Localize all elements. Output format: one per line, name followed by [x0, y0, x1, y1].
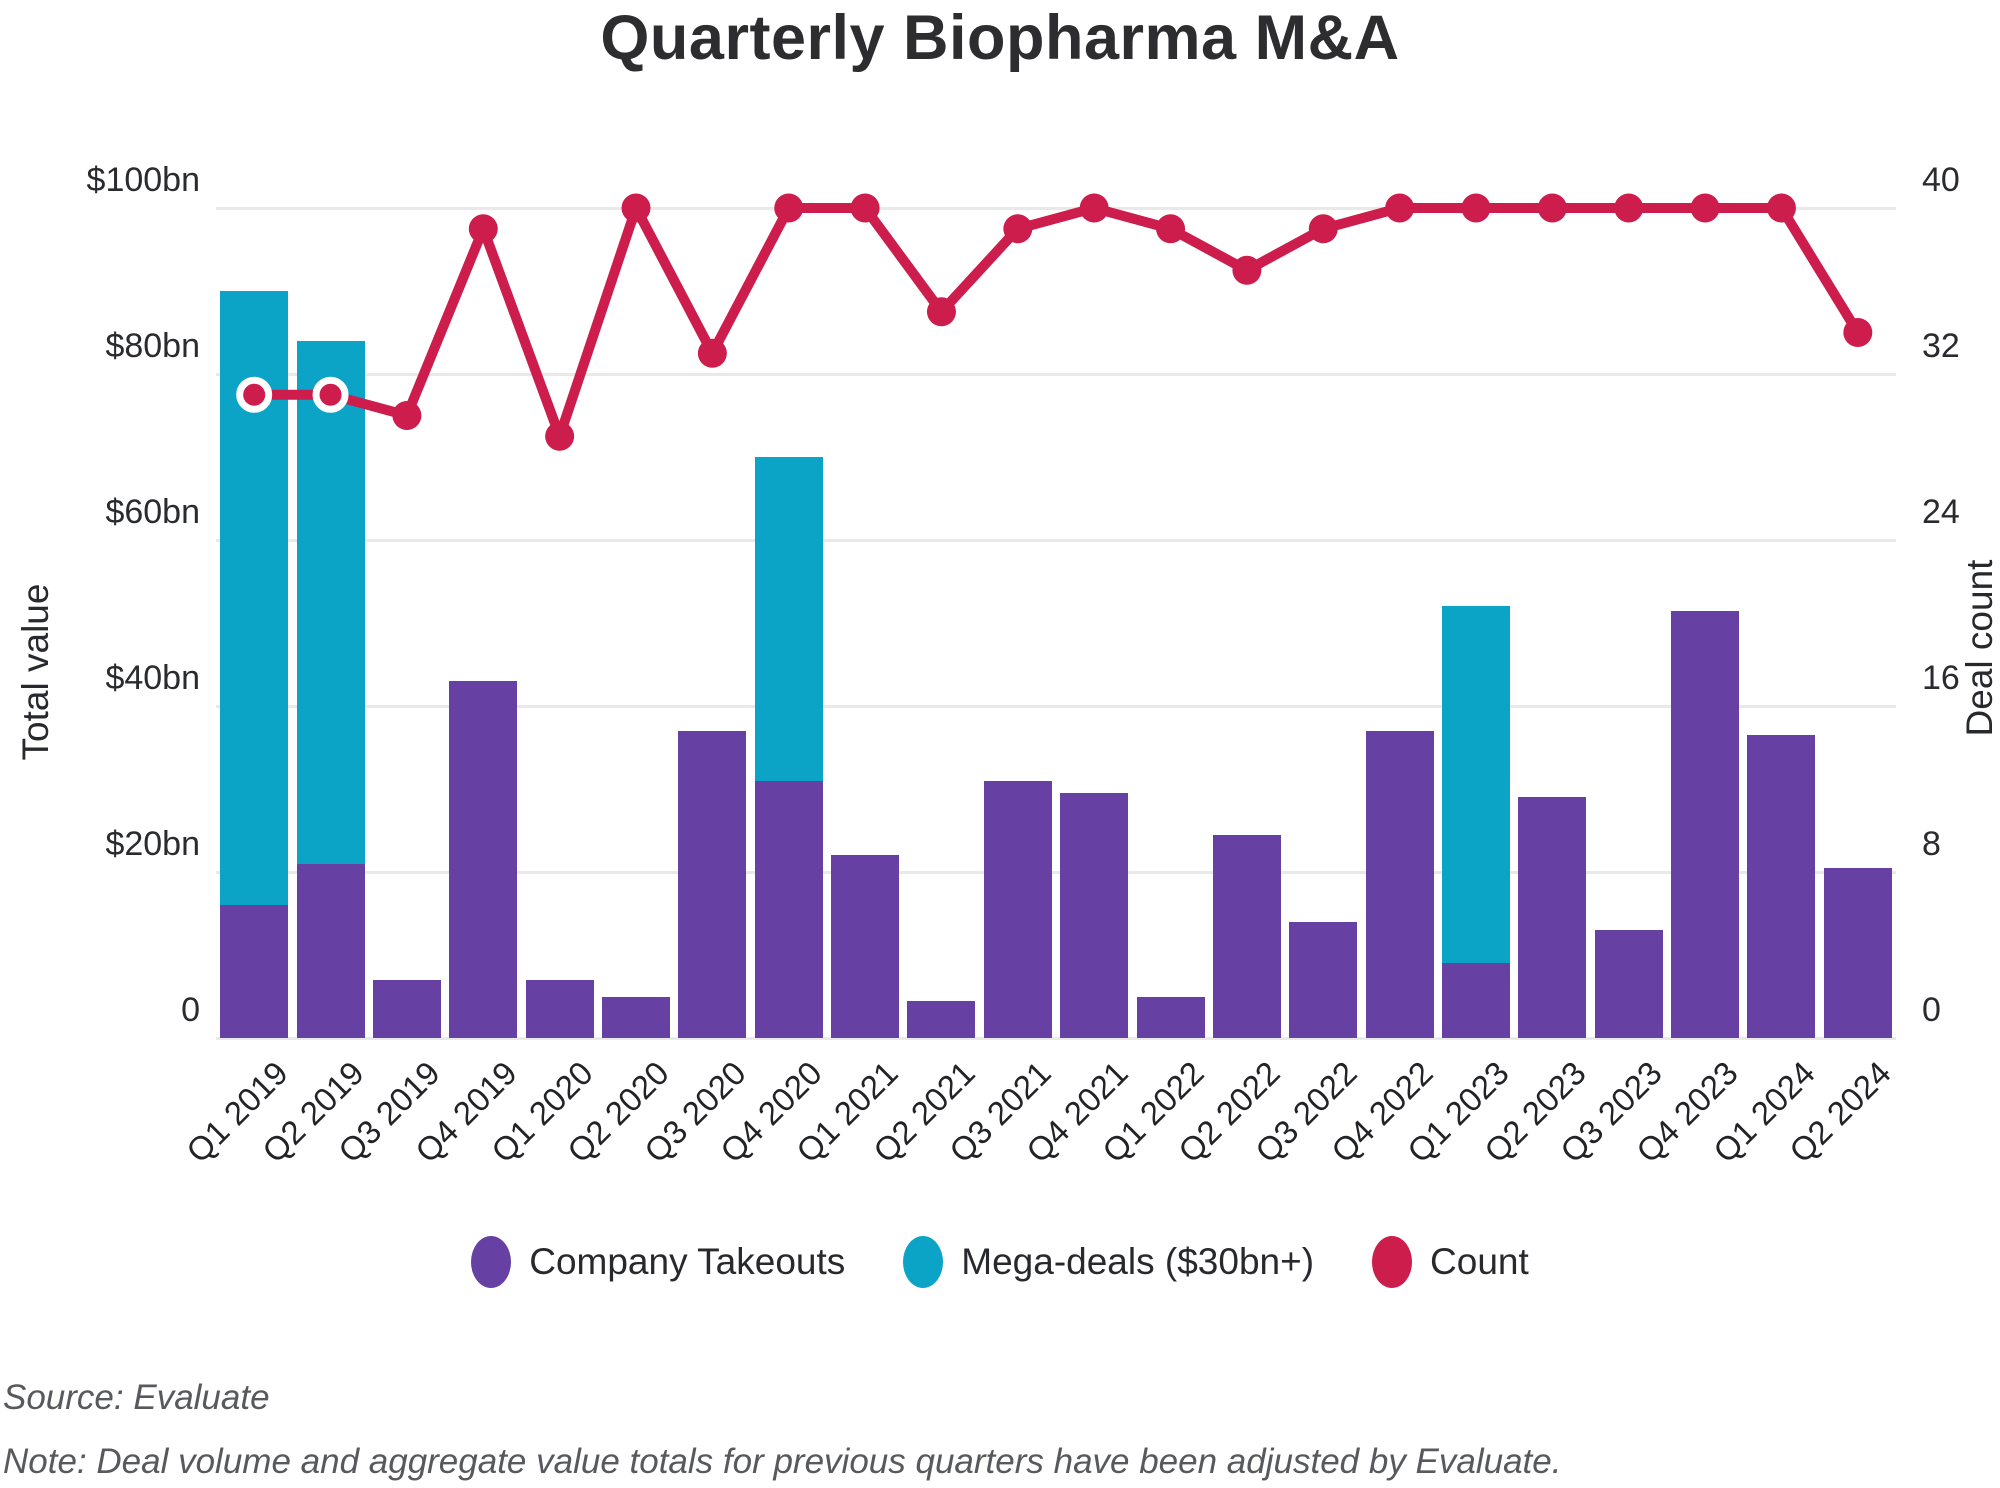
count-dot-Q1-2021: [850, 193, 880, 223]
bar-company-takeouts-Q1-2020: [525, 979, 594, 1038]
legend-item-company-takeouts: Company Takeouts: [471, 1236, 845, 1288]
right-tick-32: 32: [1922, 327, 1960, 365]
legend-label: Count: [1430, 1241, 1529, 1282]
bar-company-takeouts-Q1-2019: [220, 905, 289, 1038]
left-tick-40: $40bn: [105, 659, 200, 697]
count-dot-Q1-2019: [236, 376, 273, 413]
gridline-40: [216, 704, 1896, 708]
legend-marker-icon: [471, 1236, 512, 1288]
count-dot-Q3-2022: [1308, 214, 1338, 244]
count-dot-Q2-2021: [926, 297, 956, 327]
chart-title: Quarterly Biopharma M&A: [600, 3, 1400, 73]
count-dot-Q1-2020: [545, 421, 575, 451]
bar-company-takeouts-Q2-2022: [1212, 834, 1281, 1038]
bar-company-takeouts-Q4-2020: [754, 780, 823, 1038]
bar-company-takeouts-Q2-2019: [296, 863, 365, 1038]
bar-company-takeouts-Q3-2019: [372, 979, 441, 1038]
legend-item-count: Count: [1372, 1236, 1529, 1288]
right-axis-title: Deal count: [1959, 559, 2000, 737]
bar-company-takeouts-Q3-2021: [983, 780, 1052, 1038]
left-tick-0: 0: [181, 991, 200, 1029]
bar-company-takeouts-Q2-2020: [602, 996, 670, 1038]
legend-marker-icon: [1372, 1236, 1413, 1288]
count-dot-Q4-2019: [468, 214, 498, 244]
right-tick-24: 24: [1922, 493, 1960, 531]
left-axis-ticks: 0 $20bn $40bn $60bn $80bn $100bn: [0, 161, 200, 1038]
bar-company-takeouts-Q1-2024: [1747, 735, 1816, 1038]
legend-item-mega-deals-30bn: Mega-deals ($30bn+): [903, 1236, 1314, 1288]
count-dot-Q1-2024: [1766, 193, 1796, 223]
gridline-60: [216, 538, 1896, 542]
count-dot-Q2-2019: [312, 376, 349, 413]
right-tick-40: 40: [1922, 161, 1960, 199]
bar-company-takeouts-Q1-2022: [1136, 996, 1205, 1038]
bar-company-takeouts-Q4-2019: [449, 681, 518, 1038]
count-dot-Q2-2024: [1843, 318, 1873, 347]
bar-company-takeouts-Q3-2020: [678, 730, 747, 1038]
bar-mega-deals-Q1-2023: [1442, 606, 1510, 964]
bar-company-takeouts-Q2-2023: [1518, 797, 1587, 1038]
left-tick-60: $60bn: [105, 493, 200, 531]
gridline-0: [216, 1036, 1896, 1040]
bar-company-takeouts-Q1-2021: [831, 855, 900, 1038]
count-dot-Q4-2022: [1385, 193, 1415, 223]
gridline-100: [216, 206, 1896, 210]
gridline-20: [216, 870, 1896, 874]
legend-label: Mega-deals ($30bn+): [961, 1241, 1315, 1282]
left-tick-20: $20bn: [105, 825, 200, 863]
count-dot-Q4-2020: [774, 193, 804, 223]
plot-area: [216, 193, 1896, 1040]
count-dot-Q2-2020: [621, 193, 651, 223]
count-dot-Q3-2023: [1614, 193, 1644, 223]
count-dot-Q3-2019: [392, 401, 422, 430]
legend-marker-icon: [903, 1236, 944, 1288]
left-tick-80: $80bn: [105, 327, 200, 365]
right-tick-16: 16: [1922, 659, 1960, 697]
count-line: [254, 195, 1863, 452]
count-dot-Q3-2021: [1003, 214, 1033, 244]
bar-company-takeouts-Q3-2023: [1594, 930, 1663, 1038]
source-text: Source: Evaluate: [3, 1378, 270, 1417]
left-axis-title: Total value: [15, 583, 56, 761]
bar-company-takeouts-Q4-2023: [1671, 610, 1740, 1038]
bar-company-takeouts-Q4-2022: [1365, 730, 1434, 1038]
count-line-layer: [236, 193, 1873, 452]
left-tick-100: $100bn: [86, 161, 200, 199]
count-dot-Q2-2022: [1232, 255, 1262, 285]
count-dot-Q2-2023: [1537, 193, 1567, 223]
count-dot-Q1-2023: [1461, 193, 1491, 223]
count-dot-Q4-2023: [1690, 193, 1720, 223]
count-dot-Q4-2021: [1079, 193, 1109, 223]
bar-company-takeouts-Q2-2021: [907, 1000, 976, 1038]
bar-company-takeouts-Q1-2023: [1442, 963, 1510, 1038]
note-text: Note: Deal volume and aggregate value to…: [3, 1442, 1562, 1481]
bar-company-takeouts-Q2-2024: [1823, 867, 1892, 1038]
right-tick-0: 0: [1922, 991, 1941, 1029]
bar-company-takeouts-Q3-2022: [1289, 921, 1358, 1038]
right-tick-8: 8: [1922, 825, 1941, 863]
bar-mega-deals-Q4-2020: [754, 457, 823, 781]
bar-company-takeouts-Q4-2021: [1060, 793, 1129, 1038]
count-dot-Q1-2022: [1156, 214, 1186, 244]
gridline-80: [216, 372, 1896, 376]
bar-mega-deals-Q2-2019: [296, 340, 365, 864]
legend: Company Takeouts Mega-deals ($30bn+) Count: [0, 1236, 2000, 1288]
right-axis-ticks: 0 8 16 24 32 40: [1922, 161, 2000, 1038]
legend-label: Company Takeouts: [529, 1241, 846, 1282]
count-dot-Q3-2020: [697, 338, 727, 368]
